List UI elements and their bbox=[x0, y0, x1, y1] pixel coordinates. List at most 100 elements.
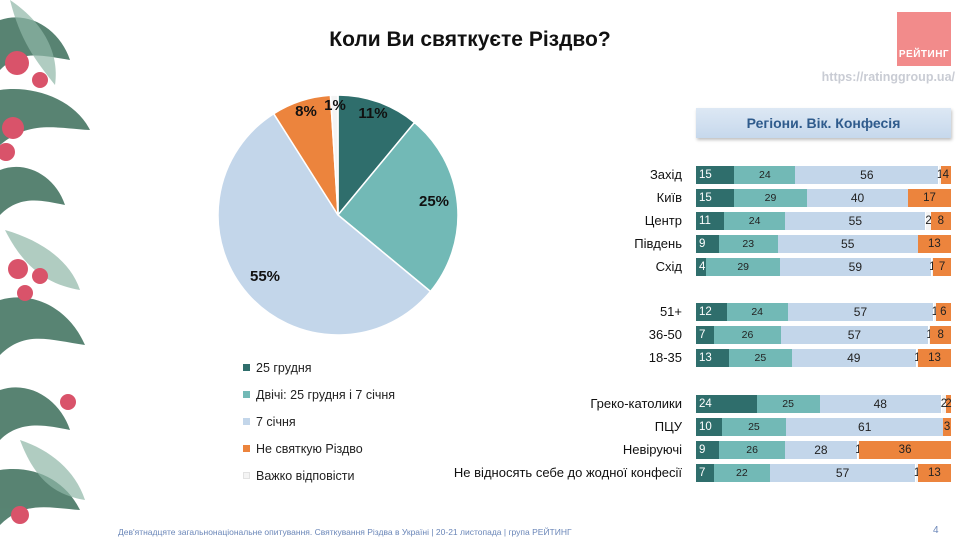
section-label: Регіони. Вік. Конфесія bbox=[696, 108, 951, 138]
bar-segment-dec25: 12 bbox=[696, 303, 727, 321]
bar-segment-jan7: 48 bbox=[819, 395, 941, 413]
bar-row: 11 24 55 2 8 bbox=[696, 212, 951, 230]
source-url[interactable]: https://ratinggroup.ua/ bbox=[821, 70, 955, 84]
bar-row-label: Не відносять себе до жодної конфесії bbox=[453, 465, 682, 480]
bar-segment-jan7: 57 bbox=[780, 326, 928, 344]
bar-segment-both: 24 bbox=[734, 166, 796, 184]
bar-segment-none: 3 bbox=[943, 418, 951, 436]
legend-label: Важко відповісти bbox=[256, 468, 355, 483]
bar-value-label: 10 bbox=[699, 421, 712, 433]
bar-value-label: 25 bbox=[748, 421, 760, 433]
bar-segment-dec25: 15 bbox=[696, 189, 734, 207]
bar-row: 7 22 57 1 13 bbox=[696, 464, 951, 482]
bar-row: 24 25 48 2 2 bbox=[696, 395, 952, 413]
bar-value-label: 26 bbox=[746, 444, 758, 456]
pie-slice-hard bbox=[329, 95, 339, 216]
bar-segment-both: 22 bbox=[713, 464, 770, 482]
bar-value-label: 57 bbox=[853, 305, 868, 319]
bar-segment-none: 13 bbox=[918, 349, 951, 367]
legend-swatch bbox=[243, 418, 250, 425]
logo-text: РЕЙТИНГ bbox=[898, 49, 950, 60]
bar-value-label: 7 bbox=[699, 329, 706, 341]
bar-segment-dec25: 11 bbox=[696, 212, 725, 230]
bar-value-label: 56 bbox=[860, 168, 874, 182]
bar-value-label: 25 bbox=[782, 398, 794, 410]
bar-value-label: 7 bbox=[699, 467, 706, 479]
legend-swatch bbox=[243, 391, 250, 398]
bar-value-label: 9 bbox=[699, 238, 706, 250]
bar-row-label: Південь bbox=[634, 236, 682, 251]
bar-segment-jan7: 61 bbox=[786, 418, 944, 436]
bar-segment-none: 13 bbox=[917, 464, 951, 482]
legend-swatch bbox=[243, 445, 250, 452]
bar-row-label: Київ bbox=[656, 190, 682, 205]
bar-segment-jan7: 57 bbox=[787, 303, 934, 321]
bar-segment-both: 26 bbox=[714, 326, 781, 344]
bar-segment-both: 23 bbox=[718, 235, 778, 253]
bar-value-label: 11 bbox=[699, 215, 711, 227]
bar-segment-none: 8 bbox=[930, 212, 951, 230]
bar-segment-jan7: 55 bbox=[785, 212, 926, 230]
bar-segment-both: 25 bbox=[756, 395, 820, 413]
legend-item-hard: Важко відповісти bbox=[243, 462, 395, 489]
bar-segment-none: 2 bbox=[945, 395, 952, 413]
bar-segment-hard: 1 bbox=[929, 258, 936, 276]
bar-segment-jan7: 56 bbox=[795, 166, 939, 184]
bar-value-label: 24 bbox=[748, 215, 761, 227]
bar-row: 13 25 49 1 13 bbox=[696, 349, 951, 367]
bar-segment-jan7: 49 bbox=[791, 349, 916, 367]
bar-segment-both: 26 bbox=[718, 441, 786, 459]
bar-segment-none: 7 bbox=[933, 258, 951, 276]
bar-segment-none: 4 bbox=[940, 166, 951, 184]
bar-segment-dec25: 24 bbox=[696, 395, 757, 413]
bar-segment-dec25: 4 bbox=[696, 258, 707, 276]
bar-segment-none: 17 bbox=[908, 189, 951, 207]
footer-text: Дев'ятнадцяте загальнонаціональне опитув… bbox=[118, 527, 572, 537]
bar-value-label: 61 bbox=[858, 420, 872, 434]
bar-segment-both: 29 bbox=[733, 189, 808, 207]
bar-segment-both: 29 bbox=[706, 258, 781, 276]
bar-value-label: 2 bbox=[940, 398, 948, 410]
pie-legend: 25 грудня Двічі: 25 грудня і 7 січня 7 січ… bbox=[243, 354, 395, 489]
page-number: 4 bbox=[933, 525, 939, 536]
bar-row-label: 18-35 bbox=[648, 350, 682, 365]
bar-value-label: 24 bbox=[699, 398, 712, 410]
bar-row: 9 26 28 1 36 bbox=[696, 441, 951, 459]
bar-value-label: 29 bbox=[737, 261, 749, 273]
pie-label-none: 8% bbox=[295, 103, 317, 120]
bar-value-label: 55 bbox=[848, 214, 863, 228]
bar-value-label: 15 bbox=[699, 192, 712, 204]
bar-segment-none: 6 bbox=[935, 303, 951, 321]
bar-row-label: Схід bbox=[655, 259, 682, 274]
chart-title: Коли Ви святкуєте Різдво? bbox=[329, 28, 611, 51]
bar-value-label: 24 bbox=[759, 169, 771, 181]
bar-row: 15 24 56 14 bbox=[696, 166, 951, 184]
legend-item-jan7: 7 січня bbox=[243, 408, 395, 435]
legend-label: 25 грудня bbox=[256, 360, 312, 375]
legend-item-dec25: 25 грудня bbox=[243, 354, 395, 381]
holly-decoration bbox=[0, 0, 90, 525]
bar-row-label: ПЦУ bbox=[654, 419, 682, 434]
bar-value-label: 36 bbox=[898, 444, 912, 456]
bar-value-label: 40 bbox=[850, 191, 865, 205]
bar-segment-hard: 2 bbox=[940, 395, 948, 413]
bar-segment-dec25: 9 bbox=[696, 441, 719, 459]
rating-logo: РЕЙТИНГ bbox=[897, 12, 951, 66]
bar-segment-dec25: 15 bbox=[696, 166, 735, 184]
bar-segment-none: 36 bbox=[859, 441, 951, 459]
bar-row-label: Захід bbox=[649, 167, 682, 182]
bar-segment-dec25: 7 bbox=[696, 326, 715, 344]
pie-label-jan7: 55% bbox=[250, 268, 280, 285]
bar-row-label: Центр bbox=[644, 213, 682, 228]
bar-value-label: 13 bbox=[928, 467, 941, 479]
bar-segment-jan7: 57 bbox=[769, 464, 916, 482]
bar-segment-dec25: 10 bbox=[696, 418, 722, 436]
bar-value-label: 2 bbox=[945, 398, 952, 410]
bar-value-label: 1 bbox=[937, 169, 943, 181]
bar-value-label: 59 bbox=[848, 260, 863, 274]
pie-label-dec25: 11% bbox=[358, 105, 387, 122]
bar-segment-hard: 1 bbox=[855, 441, 862, 459]
bar-value-label: 1 bbox=[926, 329, 932, 341]
legend-swatch bbox=[243, 472, 250, 479]
bar-segment-dec25: 13 bbox=[696, 349, 729, 367]
